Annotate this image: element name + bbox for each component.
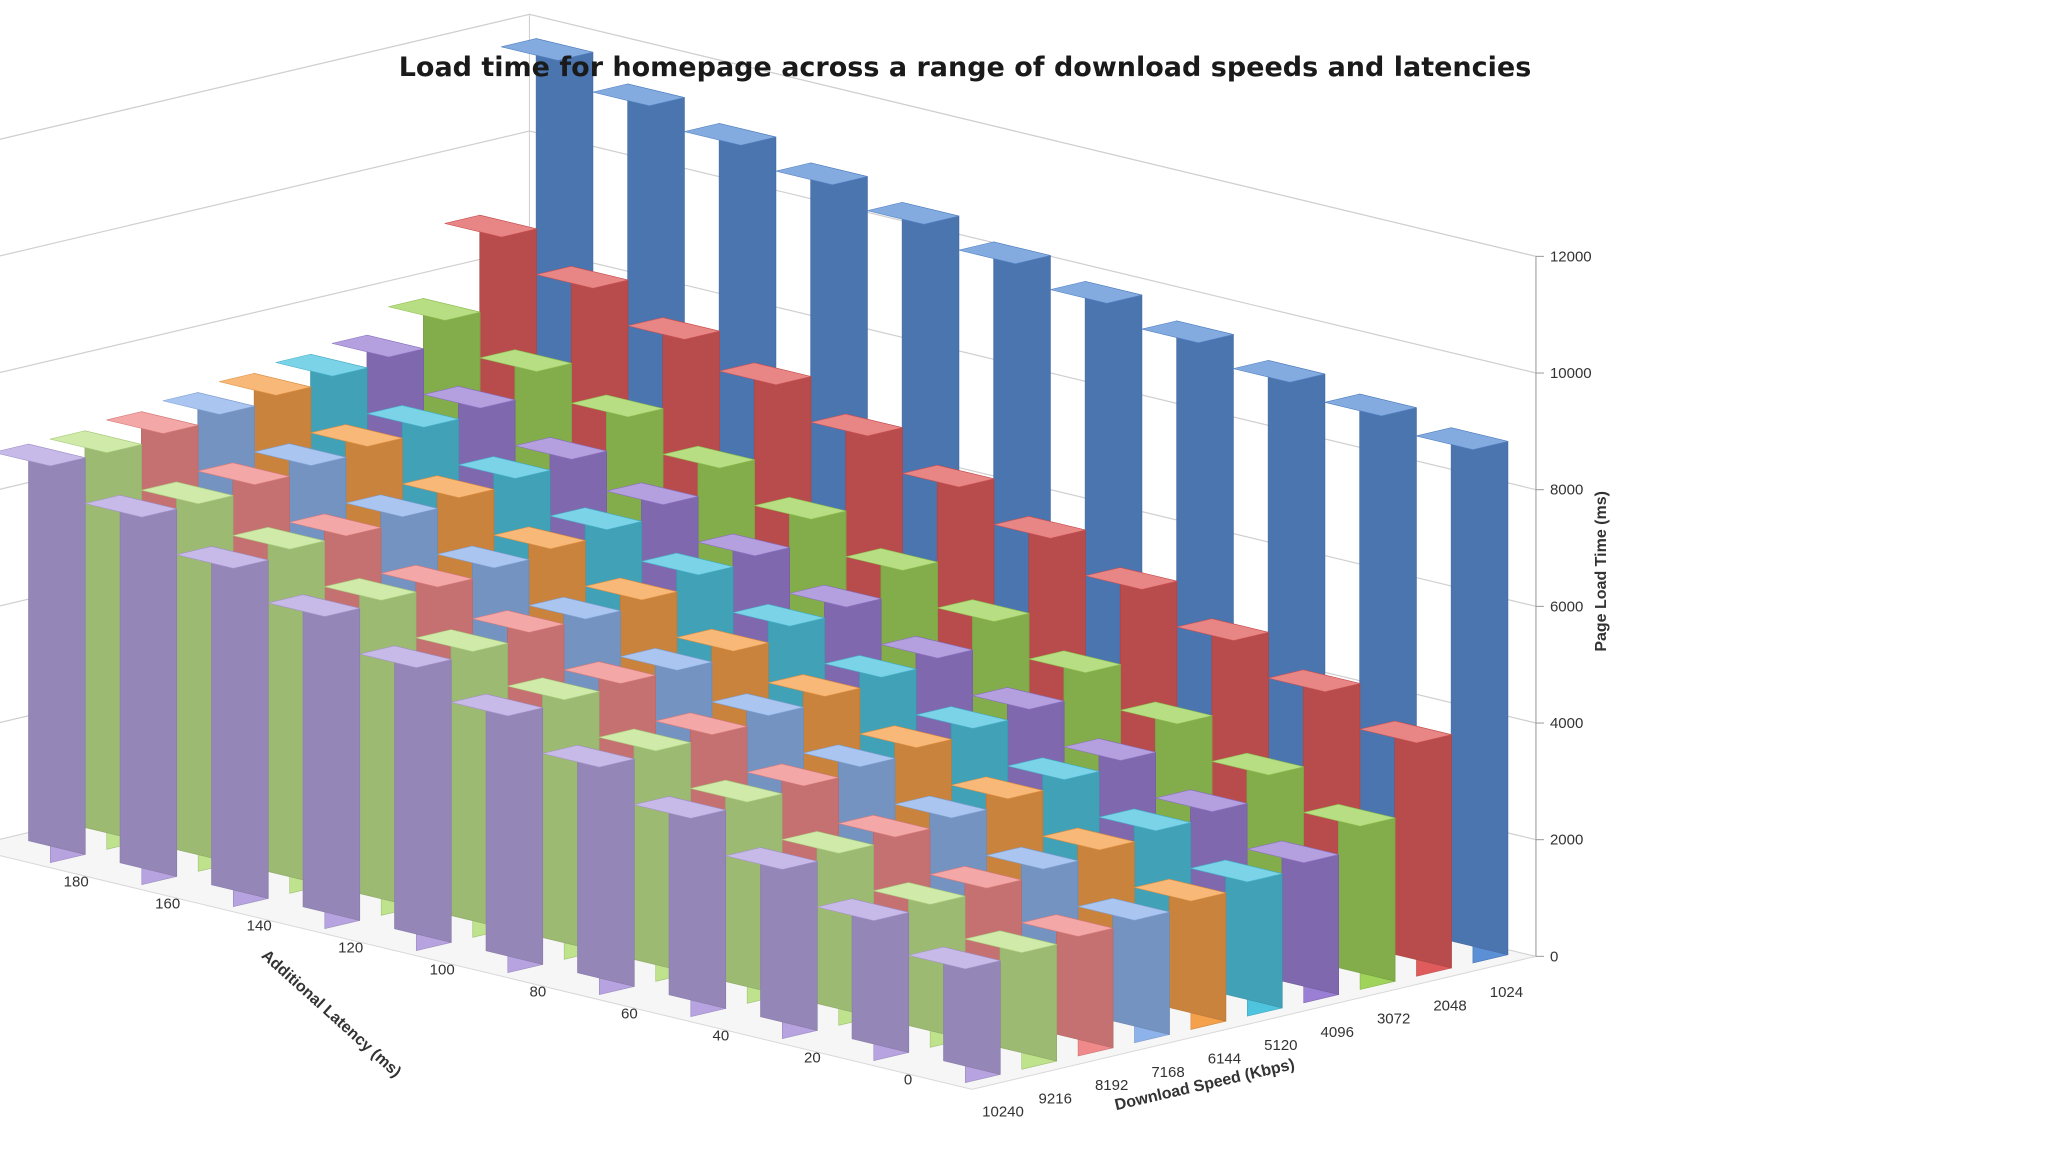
bar (1359, 720, 1452, 977)
x-tick-label: 2048 (1433, 997, 1466, 1014)
latency-tick-label: 20 (804, 1049, 821, 1066)
latency-tick-label: 0 (904, 1071, 912, 1088)
x-tick-label: 10240 (982, 1104, 1024, 1121)
bar (1416, 427, 1509, 964)
bar (908, 946, 1001, 1084)
x-axis-label: Download Speed (Kbps) (1113, 1056, 1296, 1114)
x-tick-label: 1024 (1490, 984, 1523, 1001)
bar (267, 594, 361, 930)
latency-tick-label: 160 (155, 895, 180, 912)
gridline (0, 130, 1537, 374)
x-tick-label: 7168 (1151, 1064, 1184, 1081)
bar (1190, 859, 1283, 1017)
z-tick-label: 4000 (1550, 715, 1583, 732)
bar (1303, 803, 1396, 990)
latency-tick-label: 120 (338, 939, 363, 956)
latency-tick-label: 140 (247, 917, 272, 934)
z-tick-label: 0 (1550, 948, 1558, 965)
x-tick-label: 6144 (1208, 1051, 1241, 1068)
bar (1077, 897, 1170, 1044)
z-axis-label: Page Load Time (ms) (1593, 491, 1610, 652)
x-tick-label: 3072 (1377, 1011, 1410, 1028)
latency-tick-label: 40 (713, 1027, 730, 1044)
bar (816, 898, 910, 1062)
bar (633, 796, 727, 1018)
x-tick-label: 9216 (1039, 1090, 1072, 1107)
bar (1246, 840, 1339, 1004)
x-tick-label: 8192 (1095, 1077, 1128, 1094)
z-tick-label: 6000 (1550, 598, 1583, 615)
bar (0, 443, 86, 864)
chart-bars (0, 38, 1509, 1084)
bar (450, 693, 544, 974)
bar (725, 847, 818, 1040)
bar (84, 494, 178, 886)
bar (542, 744, 635, 996)
latency-tick-label: 60 (621, 1005, 638, 1022)
bar (964, 930, 1057, 1070)
chart-title: Load time for homepage across a range of… (398, 52, 1532, 83)
z-tick-label: 2000 (1550, 832, 1583, 849)
bar (1021, 914, 1114, 1057)
bar (1134, 878, 1227, 1030)
latency-tick-label: 180 (64, 873, 89, 890)
z-tick-label: 12000 (1550, 248, 1592, 265)
latency-axis-label: Additional Latency (ms) (258, 947, 404, 1081)
latency-tick-label: 100 (430, 961, 455, 978)
z-tick-label: 8000 (1550, 482, 1583, 499)
gridline (0, 13, 1537, 257)
x-tick-label: 4096 (1321, 1024, 1354, 1041)
bar (359, 645, 452, 952)
z-tick-label: 10000 (1550, 365, 1592, 382)
latency-tick-label: 80 (530, 983, 547, 1000)
x-tick-label: 5120 (1264, 1037, 1297, 1054)
bar (176, 546, 269, 908)
